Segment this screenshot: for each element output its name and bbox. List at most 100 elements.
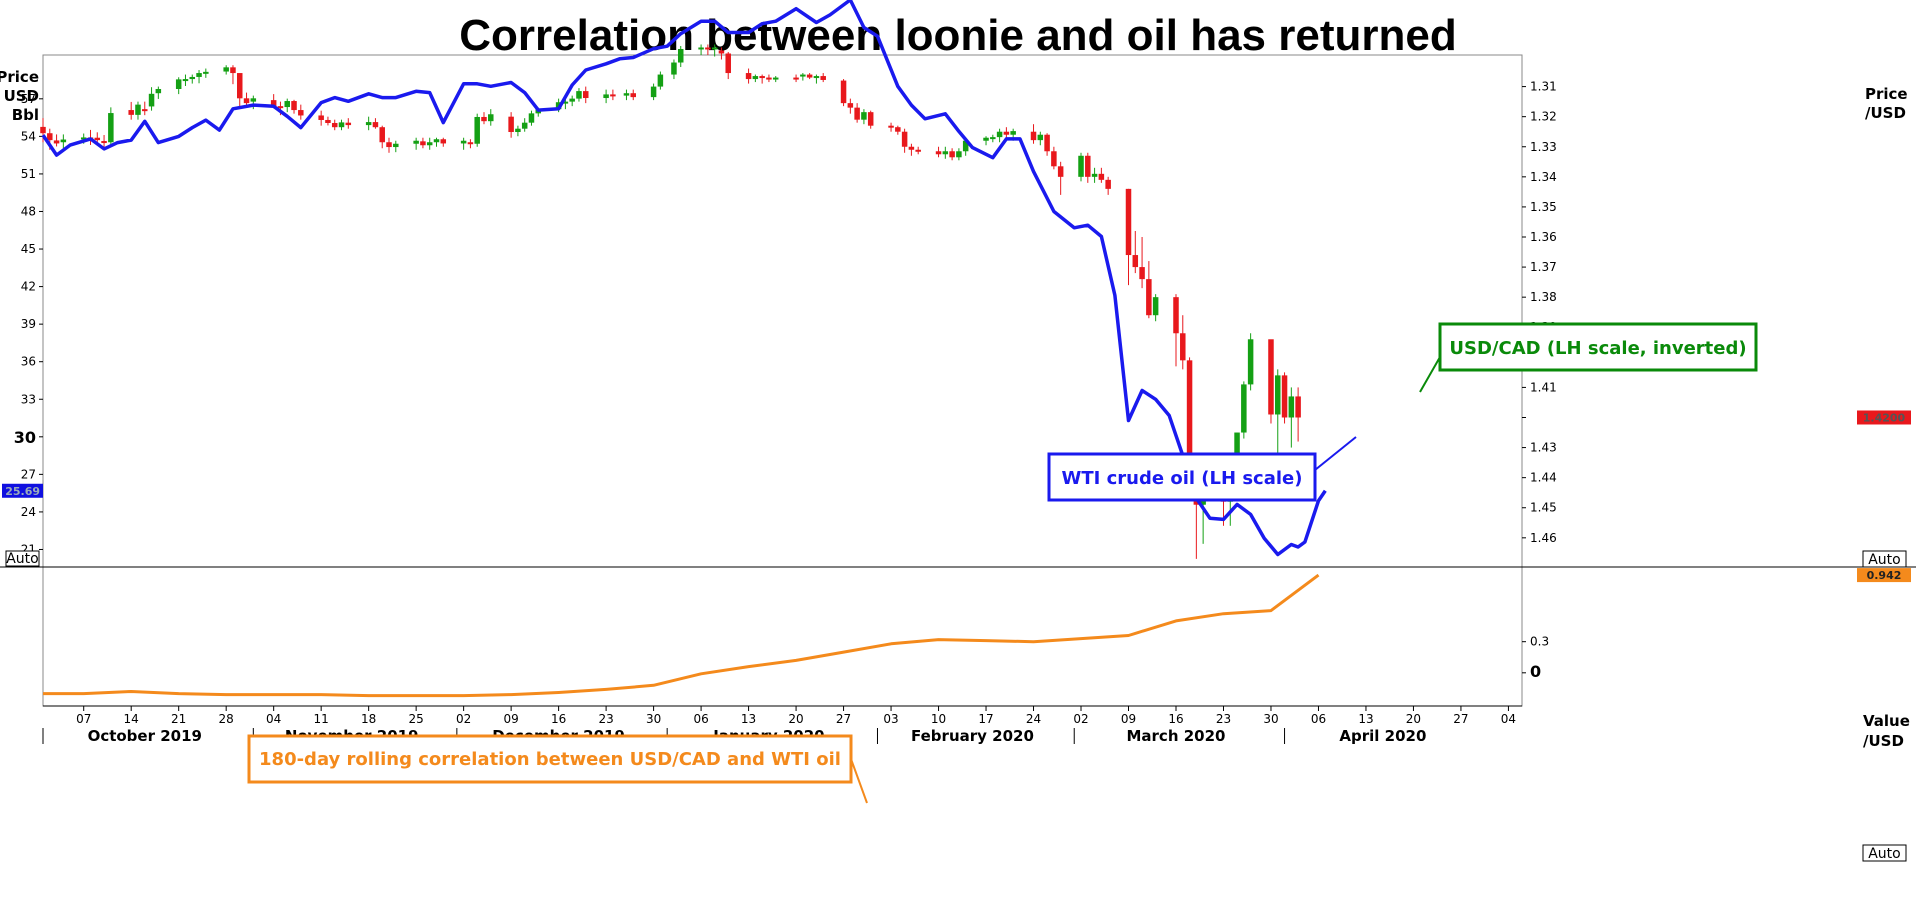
usdcad-candle-body [793,77,799,80]
x-month-label: March 2020 [1126,727,1225,745]
usdcad-candle-body [650,86,657,98]
usdcad-candle-body [1180,333,1186,361]
usdcad-candle-body [379,127,385,143]
usdcad-candle-body [996,131,1003,138]
correlation-line [43,573,1320,698]
usdcad-candle-body [1173,297,1179,334]
annotation-layer: USD/CAD (LH scale, inverted) WTI crude oi… [247,322,1758,804]
usdcad-candle-body [135,104,141,115]
usdcad-candle-body [40,126,46,134]
chart-title: Correlation between loonie and oil has r… [459,11,1456,60]
usdcad-candle-body [515,128,521,133]
usdcad-candle-body [1234,432,1240,469]
lower-auto-box [1862,844,1907,862]
usdcad-candle-body [142,109,148,112]
x-day-label: 16 [551,712,566,726]
usdcad-candle-body [752,76,759,80]
usdcad-annotation-leader [1419,356,1441,393]
x-day-label: 09 [1121,712,1136,726]
usdcad-candle-body [128,110,134,115]
lower-axis-title: /USD [1863,732,1904,750]
usdcad-candle-body [345,122,352,126]
usdcad-candle-body [270,100,277,107]
right-tick-label: 1.34 [1530,170,1557,184]
usdcad-candle-body [623,93,630,96]
left-tick-label: 54 [21,129,36,143]
usdcad-candle-body [847,103,854,108]
left-tick-label: 42 [21,280,36,294]
wti-annotation-leader [1314,436,1357,471]
usdcad-candle-body [983,137,989,141]
usdcad-candle-body [1105,179,1111,189]
right-tick-label: 1.45 [1530,501,1557,515]
usdcad-candle-body [745,73,752,80]
right-auto-box [1862,550,1907,568]
usdcad-candle-body [440,139,447,144]
x-day-label: 14 [124,712,139,726]
x-day-label: 27 [1453,712,1468,726]
usdcad-candle-body [338,122,345,128]
right-tick-label: 1.33 [1530,140,1557,154]
usdcad-candle-body [800,74,806,77]
right-last-value-badge [1857,410,1911,425]
right-tick-label: 1.44 [1530,471,1557,485]
usdcad-candle-body [813,76,820,79]
x-day-label: 17 [978,712,993,726]
usdcad-candle-body [562,101,569,104]
usdcad-candle-body [1057,166,1064,177]
usdcad-candle-body [413,140,419,144]
usdcad-candle-body [331,122,338,128]
correlation-annotation-leader [850,758,868,804]
usdcad-candle-body [867,112,874,126]
usdcad-candle-body [1268,339,1274,415]
usdcad-candle-body [861,112,867,120]
usdcad-candle-body [1037,134,1044,141]
usdcad-candle-body [576,91,582,99]
x-month-label: October 2019 [88,727,202,745]
usdcad-candle-body [298,110,304,116]
left-tick-label: 48 [21,204,36,218]
usdcad-candle-body [94,137,101,141]
left-axis-title: Price [0,68,39,86]
usdcad-candle-body [718,50,725,54]
usdcad-candle-body [236,73,243,99]
usdcad-candle-body [325,119,331,123]
usdcad-candle-body [1288,396,1295,418]
usdcad-candle-body [1051,151,1057,167]
right-tick-label: 1.37 [1530,260,1557,274]
x-day-label: 27 [836,712,851,726]
x-day-label: 02 [456,712,471,726]
usdcad-candle-body [942,151,949,155]
usdcad-candle-body [1125,188,1132,256]
usdcad-candle-body [1091,173,1098,177]
usdcad-candle-body [474,116,480,144]
usdcad-candle-body [766,77,772,80]
x-day-label: 24 [1026,712,1041,726]
wti-annotation-text: WTI crude oil (LH scale) [1062,468,1303,489]
lower-last-value-label: 0.942 [1867,569,1902,582]
left-tick-label: 45 [21,242,36,256]
x-day-label: 09 [503,712,518,726]
usdcad-candle-body [759,76,765,79]
usdcad-candle-body [630,93,636,98]
x-day-label: 20 [788,712,803,726]
usdcad-candle-body [175,79,182,89]
usdcad-candle-body [1247,339,1254,385]
usdcad-candle-body [901,131,908,147]
usdcad-candle-body [53,140,60,144]
usdcad-candle-body [223,67,229,72]
x-day-label: 23 [1216,712,1231,726]
wti-annotation-box [1047,452,1317,502]
usdcad-candle-body [148,93,155,107]
usdcad-candle-body [284,101,290,108]
usdcad-candle-body [705,47,711,50]
right-tick-label: 1.32 [1530,110,1557,124]
x-day-label: 18 [361,712,376,726]
lower-auto-label: Auto [1868,846,1901,862]
x-day-label: 20 [1406,712,1421,726]
usdcad-candle-body [1098,173,1105,180]
usdcad-candle-body [189,76,196,80]
usdcad-candle-body [1030,131,1037,141]
right-auto-label: Auto [1868,552,1901,568]
